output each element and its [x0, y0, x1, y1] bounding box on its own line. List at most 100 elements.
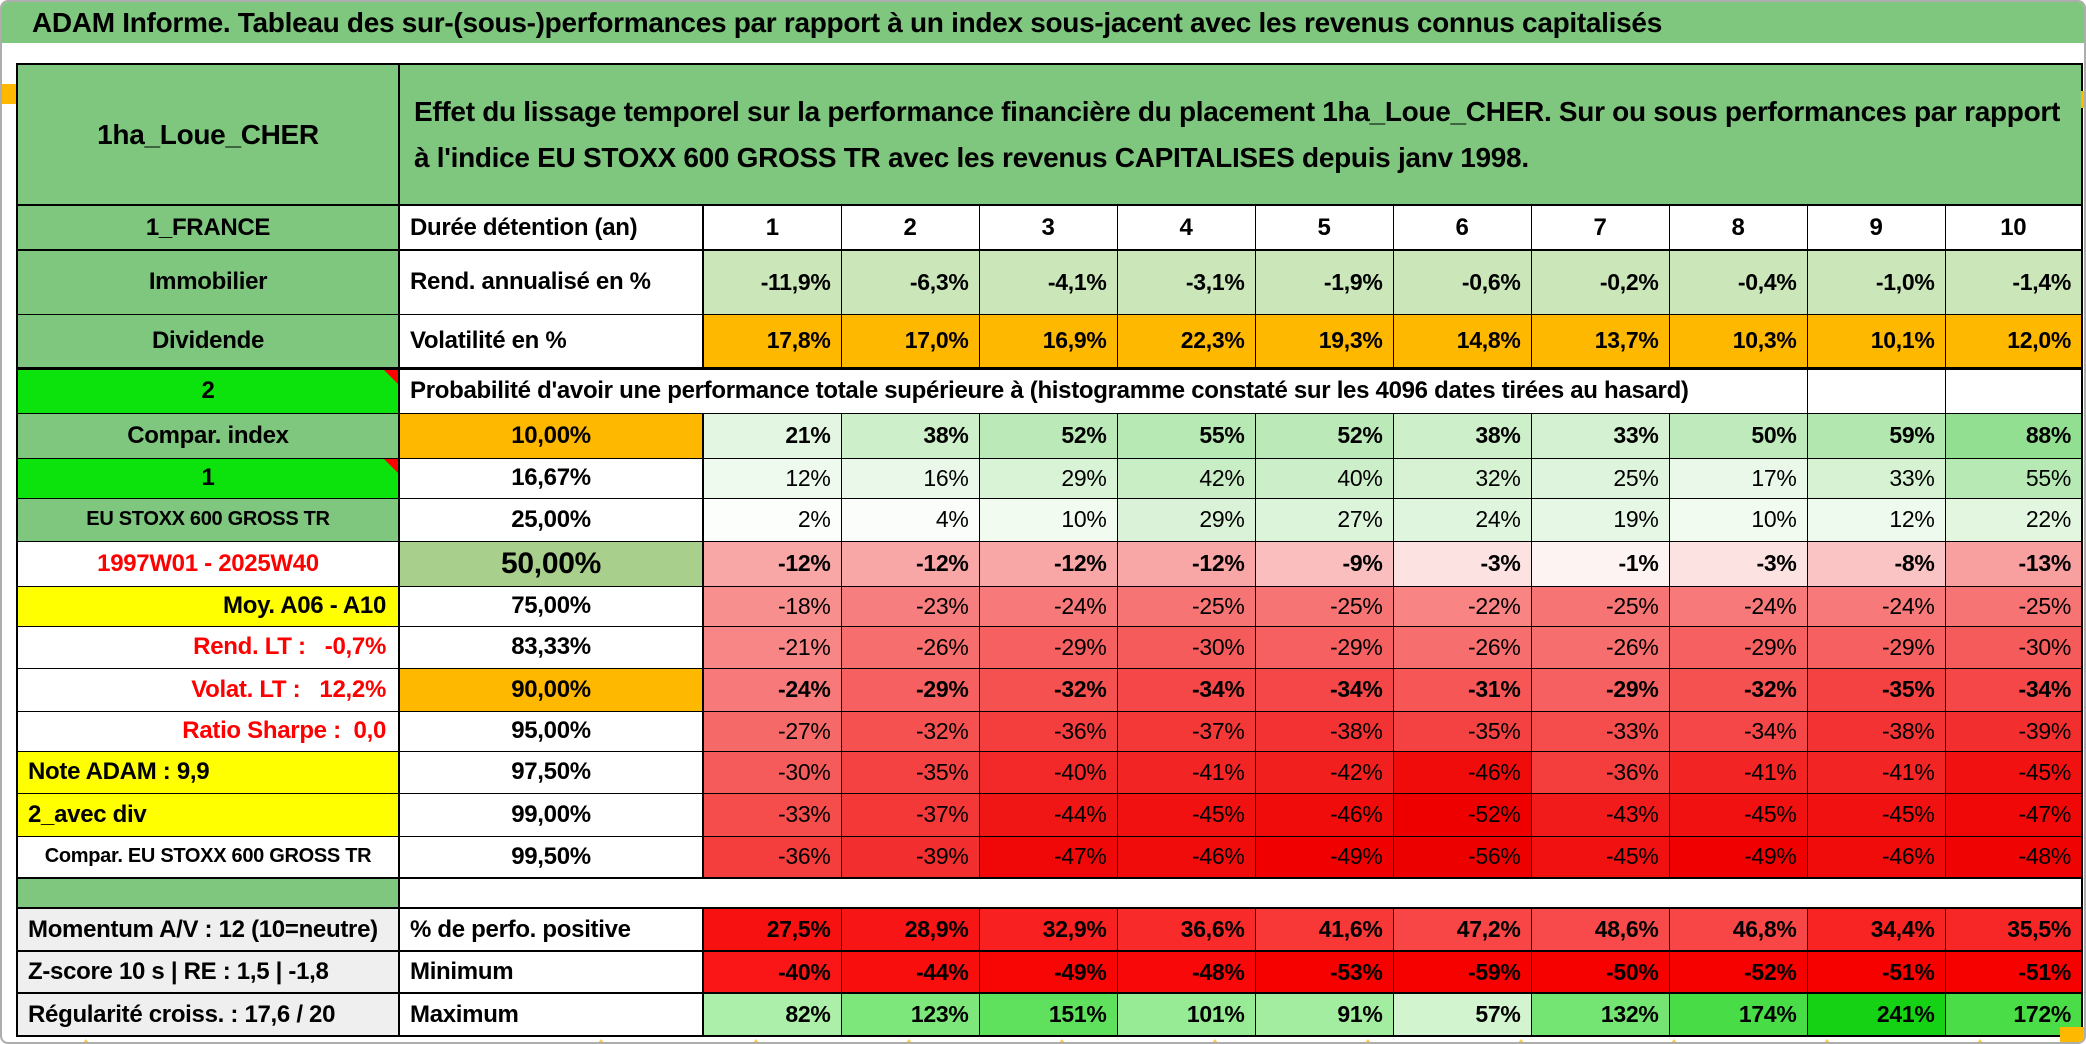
table-cell[interactable]: -41% — [1806, 750, 1946, 794]
table-cell[interactable]: -25% — [1530, 585, 1670, 627]
table-cell[interactable]: -45% — [1806, 792, 1946, 837]
table-cell[interactable]: 4% — [840, 497, 980, 542]
table-cell[interactable]: 34,4% — [1806, 907, 1946, 952]
table-cell[interactable]: -46% — [1116, 835, 1256, 879]
table-cell[interactable]: -45% — [1944, 750, 2083, 794]
table-cell[interactable]: -48% — [1116, 950, 1256, 994]
table-cell[interactable]: 22% — [1944, 497, 2083, 542]
table-cell[interactable]: 3 — [978, 204, 1118, 251]
table-cell[interactable]: -1,0% — [1806, 249, 1946, 315]
row-label-a[interactable]: Compar. index — [16, 412, 400, 459]
table-cell[interactable]: -52% — [1668, 950, 1808, 994]
table-cell[interactable]: 14,8% — [1392, 313, 1532, 370]
table-cell[interactable]: -34% — [1668, 710, 1808, 752]
table-cell[interactable]: 42% — [1116, 457, 1256, 499]
table-cell[interactable]: 12% — [702, 457, 842, 499]
table-cell[interactable]: -56% — [1392, 835, 1532, 879]
table-cell[interactable]: -12% — [978, 540, 1118, 587]
placement-name-cell[interactable]: 1ha_Loue_CHER — [16, 63, 400, 206]
table-cell[interactable]: -36% — [1530, 750, 1670, 794]
table-cell[interactable]: 13,7% — [1530, 313, 1670, 370]
table-cell[interactable]: -46% — [1806, 835, 1946, 879]
row-label-b[interactable]: 97,50% — [398, 750, 704, 794]
table-cell[interactable]: -34% — [1254, 667, 1394, 712]
table-cell[interactable]: -48% — [1944, 835, 2083, 879]
row-label-a[interactable]: 2_avec div — [16, 792, 400, 837]
table-cell[interactable]: 57% — [1392, 992, 1532, 1037]
table-cell[interactable]: -39% — [1944, 710, 2083, 752]
table-cell[interactable]: -0,2% — [1530, 249, 1670, 315]
table-cell[interactable]: -0,4% — [1668, 249, 1808, 315]
row-label-b[interactable]: Volatilité en % — [398, 313, 704, 370]
table-cell[interactable]: 17,0% — [840, 313, 980, 370]
table-cell[interactable]: -22% — [1392, 585, 1532, 627]
row-label-a[interactable]: Volat. LT : 12,2% — [16, 667, 400, 712]
table-cell[interactable]: 40% — [1254, 457, 1394, 499]
table-cell[interactable]: -3% — [1392, 540, 1532, 587]
table-cell[interactable]: -25% — [1944, 585, 2083, 627]
table-cell[interactable]: 35,5% — [1944, 907, 2083, 952]
table-cell[interactable]: -45% — [1668, 792, 1808, 837]
table-cell[interactable]: -40% — [702, 950, 842, 994]
table-cell[interactable]: -29% — [978, 625, 1118, 669]
table-cell[interactable]: -25% — [1254, 585, 1394, 627]
table-cell[interactable]: -30% — [1944, 625, 2083, 669]
row-label-b[interactable]: 25,00% — [398, 497, 704, 542]
table-cell[interactable]: -33% — [1530, 710, 1670, 752]
table-cell[interactable]: -24% — [978, 585, 1118, 627]
table-cell[interactable]: 2 — [840, 204, 980, 251]
table-cell[interactable]: -49% — [1668, 835, 1808, 879]
table-cell[interactable]: -59% — [1392, 950, 1532, 994]
table-cell[interactable]: 12,0% — [1944, 313, 2083, 370]
table-cell[interactable]: -4,1% — [978, 249, 1118, 315]
table-cell[interactable]: -3% — [1668, 540, 1808, 587]
row-label-a[interactable]: EU STOXX 600 GROSS TR — [16, 497, 400, 542]
table-cell[interactable]: 55% — [1944, 457, 2083, 499]
table-cell[interactable]: 52% — [1254, 412, 1394, 459]
table-cell[interactable]: -53% — [1254, 950, 1394, 994]
table-cell[interactable]: -29% — [1668, 625, 1808, 669]
table-cell[interactable]: 1 — [702, 204, 842, 251]
description-cell[interactable]: Effet du lissage temporel sur la perform… — [398, 63, 2083, 206]
table-cell[interactable]: 24% — [1392, 497, 1532, 542]
table-cell[interactable]: 25% — [1530, 457, 1670, 499]
table-cell[interactable]: -33% — [702, 792, 842, 837]
row-label-b[interactable]: 83,33% — [398, 625, 704, 669]
table-cell[interactable]: -37% — [1116, 710, 1256, 752]
table-cell[interactable]: 32% — [1392, 457, 1532, 499]
table-cell[interactable]: -35% — [1392, 710, 1532, 752]
row-label-b[interactable]: % de perfo. positive — [398, 907, 704, 952]
table-cell[interactable]: 46,8% — [1668, 907, 1808, 952]
table-cell[interactable]: 10 — [1944, 204, 2083, 251]
table-cell[interactable]: -36% — [978, 710, 1118, 752]
empty-cell[interactable] — [1806, 367, 1946, 414]
table-cell[interactable]: 59% — [1806, 412, 1946, 459]
table-cell[interactable]: 28,9% — [840, 907, 980, 952]
row-label-b[interactable]: 10,00% — [398, 412, 704, 459]
table-cell[interactable]: 27,5% — [702, 907, 842, 952]
table-cell[interactable]: -30% — [702, 750, 842, 794]
table-cell[interactable]: 172% — [1944, 992, 2083, 1037]
row-label-b[interactable]: 95,00% — [398, 710, 704, 752]
row-label-a[interactable]: Ratio Sharpe : 0,0 — [16, 710, 400, 752]
row-label-a[interactable]: 1_FRANCE — [16, 204, 400, 251]
table-cell[interactable]: 8 — [1668, 204, 1808, 251]
table-cell[interactable]: -38% — [1254, 710, 1394, 752]
table-cell[interactable]: -34% — [1116, 667, 1256, 712]
row-label-a[interactable]: Compar. EU STOXX 600 GROSS TR — [16, 835, 400, 879]
table-cell[interactable]: 10% — [978, 497, 1118, 542]
table-cell[interactable]: -12% — [702, 540, 842, 587]
table-cell[interactable]: -18% — [702, 585, 842, 627]
table-cell[interactable]: 241% — [1806, 992, 1946, 1037]
table-cell[interactable]: -45% — [1116, 792, 1256, 837]
table-cell[interactable]: 2% — [702, 497, 842, 542]
table-cell[interactable]: -8% — [1806, 540, 1946, 587]
table-cell[interactable]: -51% — [1944, 950, 2083, 994]
table-cell[interactable]: -23% — [840, 585, 980, 627]
table-cell[interactable]: -29% — [1254, 625, 1394, 669]
table-cell[interactable]: 29% — [978, 457, 1118, 499]
row-label-b[interactable]: Maximum — [398, 992, 704, 1037]
table-cell[interactable]: -30% — [1116, 625, 1256, 669]
table-cell[interactable]: -45% — [1530, 835, 1670, 879]
table-cell[interactable]: -24% — [1668, 585, 1808, 627]
